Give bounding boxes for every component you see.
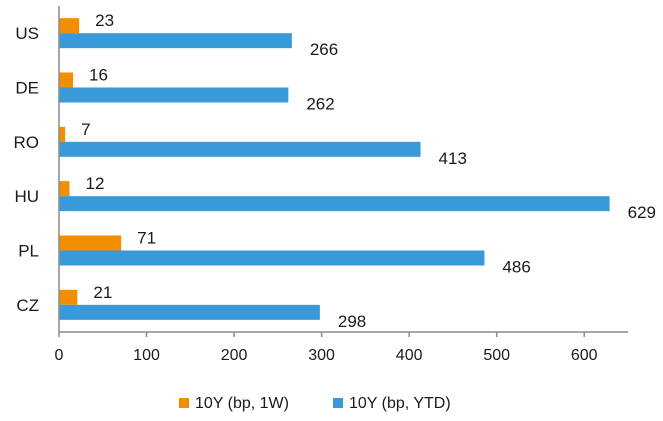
legend-label-ytd: 10Y (bp, YTD)	[349, 395, 451, 412]
category-label-de: DE	[15, 79, 39, 98]
bar-1w-us	[59, 18, 80, 34]
legend-swatch-ytd	[333, 398, 343, 408]
bar-1w-cz	[59, 289, 78, 305]
data-label-ytd-cz: 298	[338, 312, 366, 331]
category-label-ro: RO	[14, 133, 40, 152]
category-labels-group: US DE RO HU PL CZ	[14, 24, 40, 315]
data-labels-group: 23 266 16 262 7 413 12 629 71 486 21 298	[81, 11, 656, 331]
data-label-1w-cz: 21	[93, 283, 112, 302]
data-label-1w-hu: 12	[86, 174, 105, 193]
bar-ytd-us	[59, 33, 292, 49]
x-tick-label: 400	[396, 347, 423, 364]
data-label-ytd-pl: 486	[502, 258, 530, 277]
bar-ytd-pl	[59, 250, 485, 266]
x-tick-label: 100	[133, 347, 160, 364]
x-tick-label: 500	[483, 347, 510, 364]
bar-1w-hu	[59, 181, 70, 197]
data-label-ytd-de: 262	[306, 95, 334, 114]
legend-swatch-1w	[179, 398, 189, 408]
category-label-us: US	[15, 24, 39, 43]
data-label-1w-ro: 7	[81, 120, 90, 139]
legend-label-1w: 10Y (bp, 1W)	[195, 395, 289, 412]
bar-ytd-hu	[59, 196, 610, 212]
data-label-ytd-hu: 629	[628, 203, 656, 222]
category-label-hu: HU	[14, 187, 39, 206]
x-tick-label: 600	[571, 347, 598, 364]
data-label-1w-us: 23	[95, 11, 114, 30]
x-tick-label: 0	[55, 347, 64, 364]
category-label-pl: PL	[18, 242, 39, 261]
bar-ytd-ro	[59, 141, 421, 157]
bar-ytd-de	[59, 87, 289, 103]
legend: 10Y (bp, 1W) 10Y (bp, YTD)	[179, 395, 451, 412]
axes-group	[58, 6, 628, 333]
data-label-1w-de: 16	[89, 66, 108, 85]
category-label-cz: CZ	[16, 296, 39, 315]
bars-group	[59, 18, 610, 320]
x-ticks-group: 0 100 200 300 400 500 600	[55, 332, 598, 364]
data-label-ytd-ro: 413	[439, 149, 467, 168]
bar-1w-pl	[59, 235, 122, 251]
data-label-1w-pl: 71	[137, 229, 156, 248]
bar-1w-de	[59, 72, 74, 88]
x-tick-label: 200	[221, 347, 248, 364]
x-tick-label: 300	[308, 347, 335, 364]
bar-ytd-cz	[59, 304, 320, 320]
data-label-ytd-us: 266	[310, 40, 338, 59]
bar-1w-ro	[59, 126, 66, 142]
